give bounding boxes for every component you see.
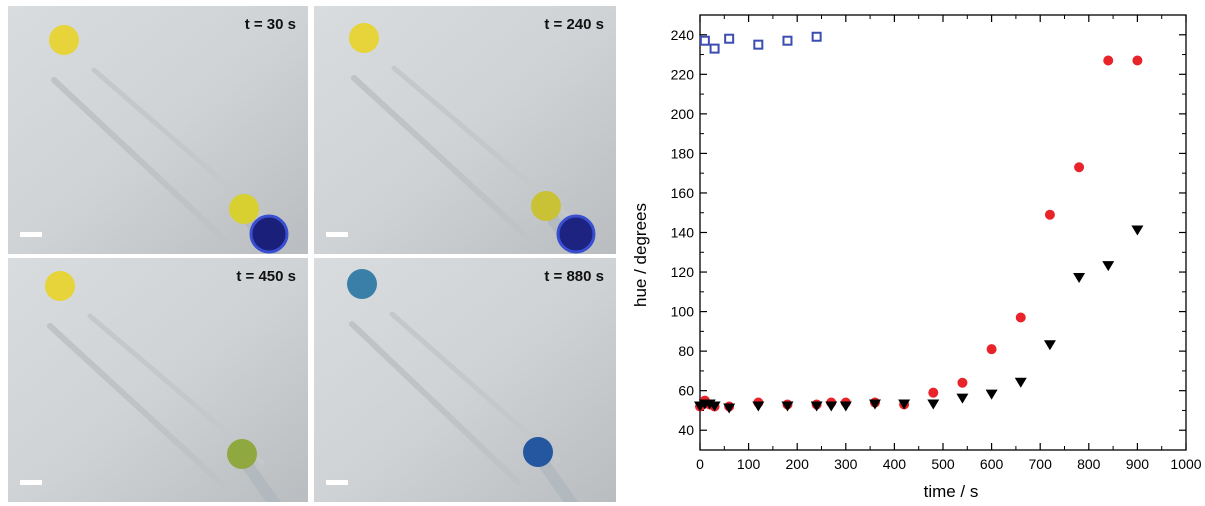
scale-bar [20, 232, 42, 237]
sample-drop [523, 437, 553, 467]
photo-scene [314, 258, 616, 502]
y-tick-label: 100 [671, 304, 695, 320]
y-tick-label: 60 [678, 383, 694, 399]
chart-axes [699, 14, 1187, 451]
data-point-circle [1132, 55, 1143, 66]
time-label: t = 30 s [244, 16, 296, 33]
plot-frame [699, 14, 1187, 451]
data-point-triangle [810, 401, 823, 412]
x-tick-label: 100 [737, 456, 761, 472]
indicator-dot [347, 269, 377, 299]
photo-panel-4: t = 880 s [314, 258, 616, 502]
channel-line [391, 65, 569, 217]
data-point-square [753, 39, 764, 50]
data-point-triangle [1014, 377, 1027, 388]
photo-panel-1: t = 30 s [8, 6, 308, 254]
channel-line [389, 311, 561, 463]
y-tick-label: 240 [671, 27, 695, 43]
data-point-triangle [1043, 340, 1056, 351]
probe-drop [556, 214, 596, 254]
y-tick-label: 220 [671, 66, 695, 82]
x-tick-label: 400 [883, 456, 907, 472]
channel-line [47, 323, 225, 487]
x-axis-label: time / s [924, 482, 979, 501]
photo-panel-3: t = 450 s [8, 258, 308, 502]
probe-drop [249, 214, 289, 254]
photo-scene [8, 6, 308, 254]
x-tick-label: 900 [1126, 456, 1150, 472]
photo-panel-2: t = 240 s [314, 6, 616, 254]
channel-line [87, 313, 265, 465]
time-label: t = 880 s [544, 268, 604, 285]
data-point-triangle [985, 389, 998, 400]
sample-drop [531, 191, 561, 221]
data-point-square [699, 35, 710, 46]
data-point-triangle [1131, 225, 1144, 236]
scale-bar [326, 480, 348, 485]
indicator-dot [45, 271, 75, 301]
data-point-triangle [868, 399, 881, 410]
x-tick-label: 800 [1077, 456, 1101, 472]
x-tick-label: 500 [931, 456, 955, 472]
x-tick-label: 300 [834, 456, 858, 472]
y-tick-label: 80 [678, 343, 694, 359]
y-tick-label: 180 [671, 145, 695, 161]
indicator-dot [349, 23, 379, 53]
time-label: t = 450 s [236, 268, 296, 285]
x-tick-label: 0 [696, 456, 704, 472]
data-point-triangle [956, 393, 969, 404]
tube [539, 460, 579, 502]
data-point-square [811, 31, 822, 42]
data-point-triangle [927, 399, 940, 410]
data-point-square [782, 35, 793, 46]
data-point-triangle [708, 401, 721, 412]
data-point-triangle [781, 401, 794, 412]
scale-bar [326, 232, 348, 237]
data-point-circle [928, 387, 939, 398]
time-label: t = 240 s [544, 16, 604, 33]
indicator-dot [49, 25, 79, 55]
data-point-triangle [839, 401, 852, 412]
photo-scene [314, 6, 616, 254]
data-point-triangle [825, 401, 838, 412]
data-point-triangle [1073, 272, 1086, 283]
x-tick-label: 700 [1029, 456, 1053, 472]
data-point-triangle [1102, 261, 1115, 272]
x-tick-label: 200 [786, 456, 810, 472]
data-point-triangle [723, 403, 736, 414]
chart-ticks: 0 100 200 300 400 500 600 700 800 900 1000 40 60 80 10… [671, 15, 1202, 472]
data-point-circle [1103, 55, 1114, 66]
y-tick-label: 200 [671, 106, 695, 122]
data-point-circle [1044, 209, 1055, 220]
data-point-square [724, 33, 735, 44]
channel-line [51, 77, 227, 242]
chart-marks [694, 31, 1144, 414]
photo-scene [8, 258, 308, 502]
data-point-circle [1015, 312, 1026, 323]
data-point-circle [1074, 162, 1085, 173]
x-tick-label: 1000 [1170, 456, 1201, 472]
y-axis-label: hue / degrees [631, 203, 650, 307]
data-point-square [709, 43, 720, 54]
y-tick-label: 120 [671, 264, 695, 280]
tube [243, 462, 281, 502]
data-point-circle [986, 344, 997, 355]
sample-drop [229, 194, 259, 224]
scale-bar [20, 480, 42, 485]
channel-line [351, 75, 529, 239]
channel-line [349, 321, 521, 485]
y-tick-label: 140 [671, 225, 695, 241]
hue-vs-time-chart: 0 100 200 300 400 500 600 700 800 900 1000 40 60 80 10… [631, 14, 1202, 501]
y-tick-label: 160 [671, 185, 695, 201]
channel-line [91, 67, 267, 220]
data-point-triangle [898, 399, 911, 410]
sample-drop [227, 439, 257, 469]
x-tick-label: 600 [980, 456, 1004, 472]
data-point-circle [957, 377, 968, 388]
data-point-triangle [752, 401, 765, 412]
photo-grid: t = 30 s t = 240 s t = 450 s t = 880 s [8, 6, 616, 502]
y-tick-label: 40 [678, 422, 694, 438]
